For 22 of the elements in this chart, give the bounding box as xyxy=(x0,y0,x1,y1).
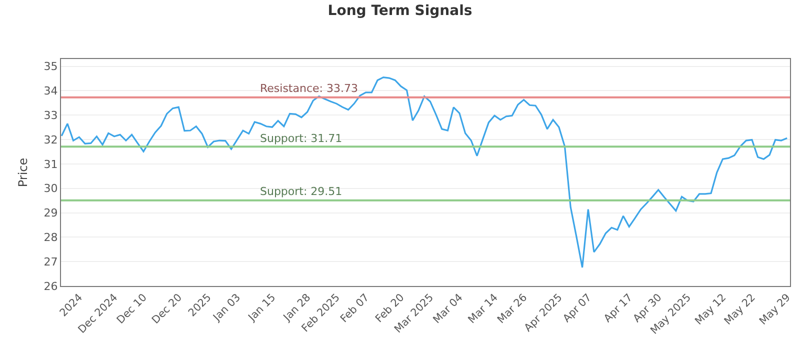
y-tick-label: 33 xyxy=(44,108,58,122)
y-axis-title: Price xyxy=(16,158,30,188)
line-series xyxy=(61,76,788,268)
y-tick-label: 34 xyxy=(44,84,58,98)
y-tick-label: 29 xyxy=(44,206,58,220)
y-tick-label: 32 xyxy=(44,133,58,146)
x-tick-label: Dec 20 xyxy=(150,292,184,326)
y-tick-label: 28 xyxy=(44,231,58,244)
y-tick-label: 27 xyxy=(44,255,58,268)
x-tick-label: Jan 03 xyxy=(210,292,243,324)
x-tick-label: Feb 07 xyxy=(338,292,372,326)
y-tick-label: 35 xyxy=(44,60,58,74)
x-tick-label: Jan 15 xyxy=(246,292,278,324)
y-tick-label: 26 xyxy=(44,280,58,293)
ref-line-label: Resistance: 33.73 xyxy=(260,82,358,95)
ref-line-label: Support: 29.51 xyxy=(260,185,342,198)
y-tick-label: 31 xyxy=(44,158,58,171)
y-tick-label: 30 xyxy=(44,182,58,196)
ref-line-label: Support: 31.71 xyxy=(260,132,342,145)
x-tick-label: Apr 17 xyxy=(602,292,635,325)
chart-title: Long Term Signals xyxy=(328,3,472,20)
x-tick-label: Apr 07 xyxy=(560,292,594,325)
